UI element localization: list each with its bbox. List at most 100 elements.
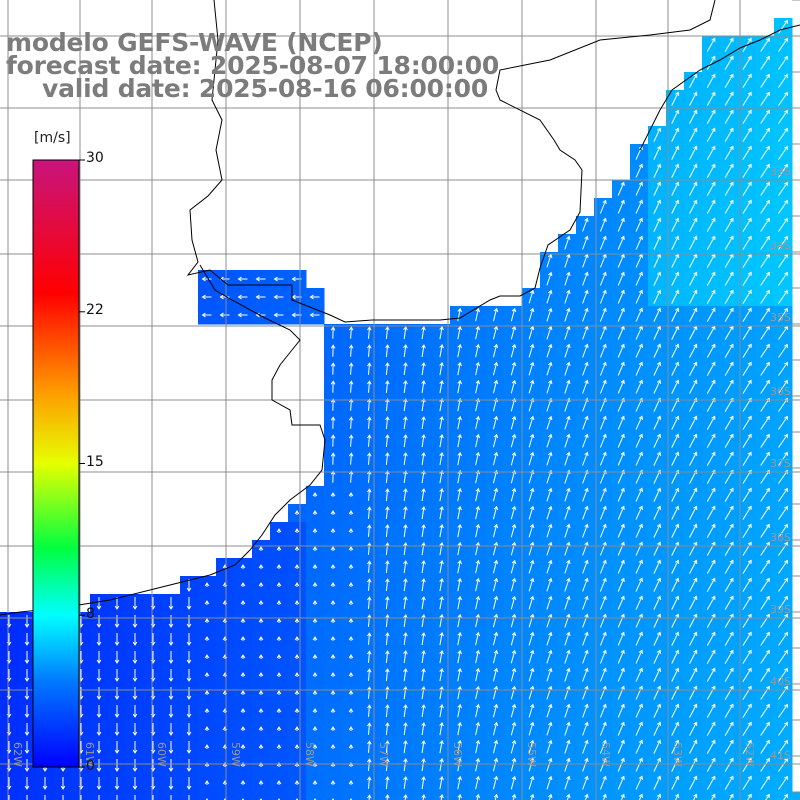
wind-arrow	[240, 582, 246, 587]
wind-arrow	[653, 757, 662, 772]
wind-arrow	[457, 541, 462, 556]
wind-arrow	[204, 708, 210, 713]
wind-arrow	[475, 775, 481, 790]
wind-arrow	[671, 757, 680, 772]
wind-arrow	[689, 433, 698, 448]
wind-arrow	[510, 559, 517, 574]
wind-arrow	[617, 415, 625, 430]
wind-arrow	[114, 597, 120, 610]
wind-arrow	[439, 397, 444, 412]
wind-arrow	[742, 451, 752, 466]
wind-arrow	[689, 73, 698, 88]
wind-arrow	[312, 636, 318, 641]
wind-arrow	[706, 433, 716, 448]
wind-arrow	[599, 577, 607, 592]
wind-arrow	[528, 415, 535, 430]
wind-arrow	[760, 487, 770, 502]
wind-arrow	[492, 523, 499, 538]
wind-arrow	[760, 721, 770, 736]
wind-arrow	[528, 361, 535, 376]
wind-arrow	[706, 451, 716, 466]
wind-arrow	[421, 362, 426, 376]
wind-arrow	[724, 415, 734, 430]
wind-arrow	[564, 487, 571, 502]
wind-arrow	[457, 307, 462, 322]
wind-arrow	[706, 37, 716, 52]
wind-arrow	[219, 312, 230, 318]
wind-arrow	[330, 434, 336, 447]
wind-arrow	[348, 600, 354, 605]
wind-arrow	[706, 307, 716, 322]
wind-arrow	[348, 636, 354, 641]
wind-arrow	[62, 795, 64, 800]
wind-arrow	[348, 380, 354, 393]
wind-arrow	[653, 127, 662, 142]
wind-arrow	[582, 559, 589, 574]
wind-arrow	[689, 757, 698, 772]
wind-arrow	[276, 708, 282, 713]
wind-arrow	[599, 307, 607, 322]
wind-arrow	[348, 452, 354, 465]
wind-arrow	[475, 415, 481, 430]
wind-arrow	[403, 794, 408, 800]
wind-arrow	[653, 235, 662, 250]
wind-arrow	[457, 613, 462, 628]
wind-arrow	[24, 615, 30, 628]
wind-arrow	[385, 722, 390, 735]
wind-arrow	[671, 271, 680, 286]
wind-arrow	[689, 613, 698, 628]
wind-arrow	[421, 596, 426, 610]
wind-arrow	[403, 416, 408, 430]
wind-arrow	[582, 487, 589, 502]
wind-arrow	[671, 451, 680, 466]
wind-arrow	[724, 343, 734, 358]
wind-arrow	[546, 595, 553, 610]
wind-arrow	[582, 757, 589, 772]
wind-arrow	[330, 452, 336, 465]
wind-arrow	[546, 649, 553, 664]
wind-arrow	[778, 505, 789, 520]
wind-arrow	[240, 600, 246, 605]
wind-arrow	[742, 775, 752, 790]
wind-arrow	[403, 740, 408, 754]
latitude-label: 41S	[770, 749, 791, 762]
longitude-label: 58W	[303, 742, 316, 767]
wind-arrow	[240, 636, 246, 641]
wind-arrow	[582, 433, 589, 448]
wind-arrow	[237, 276, 248, 282]
wind-arrow	[599, 433, 607, 448]
wind-arrow	[689, 451, 698, 466]
wind-arrow	[511, 793, 517, 800]
wind-arrow	[258, 672, 264, 677]
wind-arrow	[475, 451, 481, 466]
wind-arrow	[778, 235, 789, 250]
wind-arrow	[760, 433, 770, 448]
wind-arrow	[689, 163, 698, 178]
wind-arrow	[294, 618, 300, 623]
wind-speed-cell	[234, 792, 253, 800]
wind-arrow	[492, 559, 499, 574]
wind-arrow	[348, 362, 354, 375]
wind-arrow	[742, 181, 752, 196]
wind-arrow	[276, 564, 282, 569]
wind-arrow	[564, 595, 571, 610]
wind-arrow	[510, 505, 517, 520]
wind-arrow	[439, 577, 444, 592]
wind-arrow	[724, 181, 734, 196]
wind-arrow	[689, 181, 698, 196]
wind-arrow	[617, 433, 625, 448]
wind-arrow	[546, 757, 553, 772]
wind-arrows	[6, 19, 789, 800]
wind-arrow	[367, 632, 372, 645]
wind-arrow	[367, 758, 372, 771]
wind-arrow	[724, 703, 734, 718]
wind-arrow	[492, 415, 499, 430]
wind-arrow	[671, 307, 680, 322]
wind-arrow	[367, 380, 372, 393]
wind-arrow	[276, 744, 282, 749]
longitude-label: 52W	[743, 742, 756, 767]
wind-arrow	[439, 451, 444, 466]
wind-arrow	[240, 708, 246, 713]
wind-arrow	[114, 669, 120, 682]
wind-arrow	[724, 541, 734, 556]
